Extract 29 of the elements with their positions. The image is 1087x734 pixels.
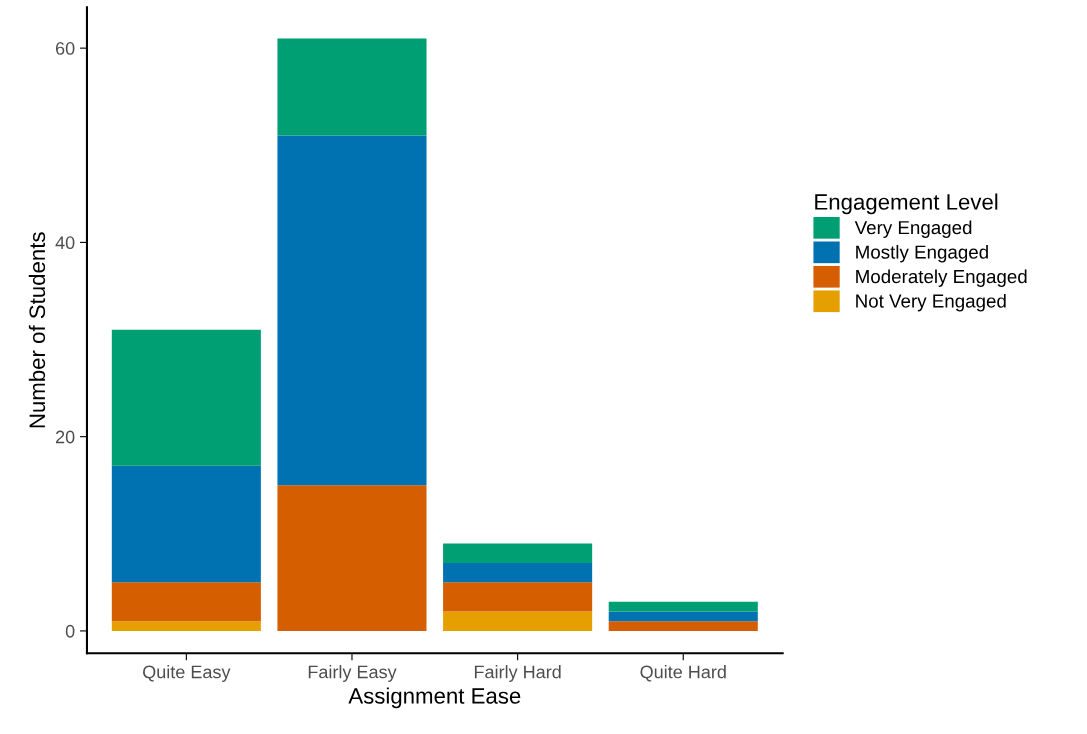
bar (608, 601, 758, 612)
x-tick-label: Quite Easy (143, 665, 231, 682)
bar (111, 582, 261, 622)
x-tick-label: Fairly Hard (474, 665, 561, 682)
bar (443, 611, 593, 631)
y-tick-label: 40 (55, 236, 75, 250)
bar (443, 582, 593, 612)
legend-label: Moderately Engaged (856, 269, 1027, 287)
bar (608, 621, 758, 631)
x-tick-label: Fairly Easy (308, 665, 397, 682)
bar (111, 621, 261, 631)
x-axis-title: Assignment Ease (348, 687, 521, 709)
y-tick-label: 0 (65, 624, 75, 638)
bar (111, 329, 261, 466)
y-tick-label: 60 (55, 42, 75, 55)
legend-label: Not Very Engaged (856, 293, 1006, 312)
x-tick-label: Quite Hard (640, 665, 726, 682)
y-tick-label: 20 (55, 430, 75, 444)
legend-label: Very Engaged (854, 220, 972, 238)
bar (443, 562, 593, 583)
bar (443, 543, 593, 563)
bar (277, 38, 427, 136)
y-axis-title: Number of Students (28, 232, 46, 428)
bar (608, 611, 758, 622)
bar (277, 135, 427, 486)
bar (277, 485, 427, 631)
legend-label: Mostly Engaged (856, 244, 988, 263)
bar (111, 465, 261, 583)
legend-title: Engagement Level (815, 193, 998, 215)
